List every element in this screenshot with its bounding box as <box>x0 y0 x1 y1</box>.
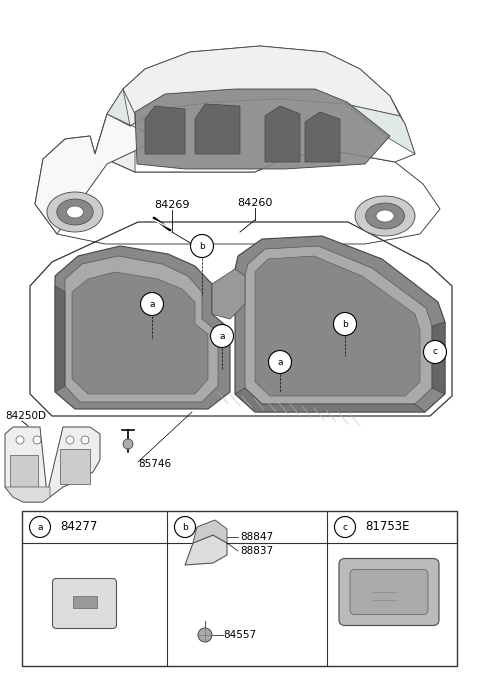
Text: a: a <box>219 332 225 340</box>
Polygon shape <box>193 520 227 543</box>
Polygon shape <box>55 246 230 409</box>
Polygon shape <box>135 89 390 169</box>
Circle shape <box>335 516 356 537</box>
FancyBboxPatch shape <box>339 559 439 625</box>
Text: b: b <box>182 522 188 532</box>
Polygon shape <box>55 286 65 392</box>
Polygon shape <box>35 136 440 244</box>
Circle shape <box>198 628 212 642</box>
Text: 84277: 84277 <box>60 520 97 534</box>
Text: b: b <box>199 241 205 251</box>
Polygon shape <box>5 427 100 502</box>
Circle shape <box>66 436 74 444</box>
Ellipse shape <box>365 203 405 229</box>
Polygon shape <box>265 106 300 162</box>
Circle shape <box>81 436 89 444</box>
Ellipse shape <box>47 192 103 232</box>
Bar <box>22 511 457 666</box>
Text: a: a <box>277 357 283 367</box>
Polygon shape <box>5 487 50 502</box>
Text: 84260: 84260 <box>237 198 273 208</box>
Circle shape <box>175 516 195 537</box>
Polygon shape <box>305 112 340 162</box>
Polygon shape <box>235 388 425 412</box>
Ellipse shape <box>376 210 394 222</box>
Polygon shape <box>123 46 400 126</box>
Polygon shape <box>95 46 415 172</box>
Bar <box>10 455 38 490</box>
Text: b: b <box>342 319 348 328</box>
Circle shape <box>141 293 164 315</box>
FancyBboxPatch shape <box>52 578 117 628</box>
Text: a: a <box>149 299 155 309</box>
Text: 85746: 85746 <box>138 459 171 469</box>
Text: 84250D: 84250D <box>5 411 46 421</box>
Text: 84269: 84269 <box>154 200 190 210</box>
Circle shape <box>268 350 291 373</box>
Polygon shape <box>212 269 245 319</box>
Text: 81753E: 81753E <box>365 520 409 534</box>
Polygon shape <box>185 535 227 565</box>
Ellipse shape <box>67 206 84 218</box>
Bar <box>72 596 96 607</box>
Polygon shape <box>235 236 445 412</box>
Polygon shape <box>95 89 135 172</box>
Circle shape <box>33 436 41 444</box>
Polygon shape <box>65 256 218 402</box>
Text: 88847: 88847 <box>240 532 273 542</box>
Text: 88837: 88837 <box>240 546 273 556</box>
Bar <box>60 449 90 484</box>
FancyBboxPatch shape <box>350 570 428 615</box>
Polygon shape <box>145 106 185 154</box>
Polygon shape <box>245 246 432 404</box>
Polygon shape <box>432 322 445 394</box>
Polygon shape <box>255 256 420 396</box>
Polygon shape <box>107 89 160 139</box>
Text: 84557: 84557 <box>223 630 256 640</box>
Polygon shape <box>72 272 208 394</box>
Circle shape <box>423 340 446 363</box>
Circle shape <box>191 235 214 257</box>
Ellipse shape <box>57 199 93 225</box>
Circle shape <box>211 324 233 348</box>
Circle shape <box>29 516 50 537</box>
Ellipse shape <box>355 196 415 236</box>
Text: a: a <box>37 522 43 532</box>
Text: c: c <box>343 522 348 532</box>
Polygon shape <box>35 109 160 234</box>
Circle shape <box>334 313 357 336</box>
Polygon shape <box>195 104 240 154</box>
Circle shape <box>123 439 133 449</box>
Circle shape <box>16 436 24 444</box>
Polygon shape <box>345 104 415 154</box>
Text: c: c <box>432 348 437 357</box>
